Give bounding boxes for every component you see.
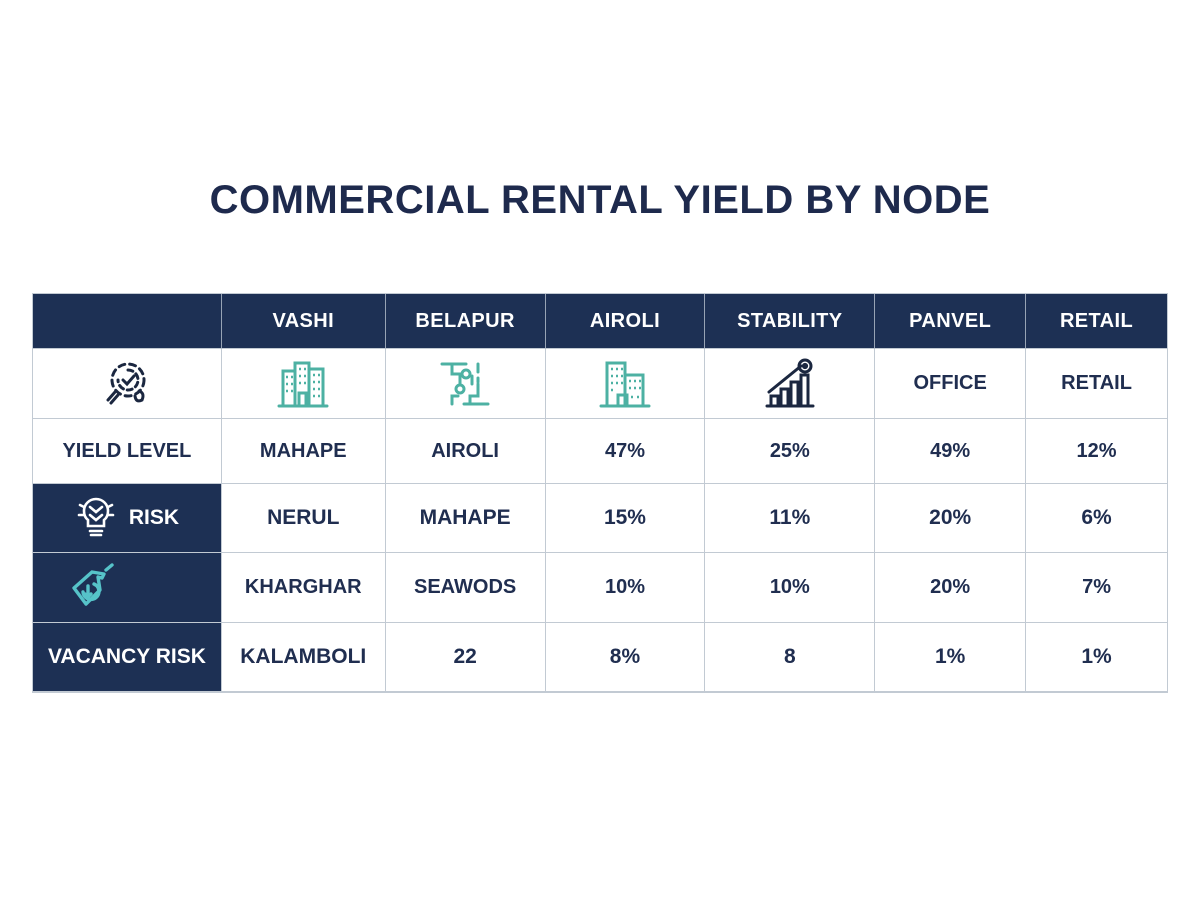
table-row-vacancy-risk: VACANCY RISK KALAMBOLI 22 8% 8 1% 1% <box>33 623 1167 691</box>
risk-panvel: 20% <box>875 484 1027 553</box>
header-cell-vashi: VASHI <box>221 294 386 349</box>
vashi-icon-cell <box>221 349 386 419</box>
lightbulb-idea-icon <box>75 495 117 541</box>
table-row-price: KHARGHAR SEAWODS 10% 10% 20% 7% <box>33 553 1167 623</box>
office-building-icon <box>275 359 331 409</box>
header-cell-airoli: AIROLI <box>545 294 706 349</box>
price-retail: 7% <box>1026 553 1167 623</box>
airoli-icon-cell <box>545 349 706 419</box>
header-cell-empty <box>33 294 222 349</box>
yield-retail: 12% <box>1026 419 1167 484</box>
table-row-risk: RISK NERUL MAHAPE 15% 11% 20% 6% <box>33 484 1167 553</box>
vacancy-retail: 1% <box>1026 623 1167 691</box>
header-cell-belapur: BELAPUR <box>385 294 546 349</box>
yield-belapur: AIROLI <box>385 419 546 484</box>
risk-retail: 6% <box>1026 484 1167 553</box>
circuit-network-icon <box>438 358 492 410</box>
price-stability: 10% <box>705 553 876 623</box>
table-row-yield-level: YIELD LEVEL MAHAPE AIROLI 47% 25% 49% 12… <box>33 419 1167 484</box>
award-badge-icon <box>101 358 153 410</box>
table-header-row: VASHI BELAPUR AIROLI STABILITY PANVEL RE… <box>33 294 1167 349</box>
belapur-icon-cell <box>385 349 546 419</box>
rental-yield-table: VASHI BELAPUR AIROLI STABILITY PANVEL RE… <box>32 293 1168 693</box>
vacancy-panvel: 1% <box>875 623 1027 691</box>
risk-stability: 11% <box>705 484 876 553</box>
price-panvel: 20% <box>875 553 1027 623</box>
office-building-icon <box>597 359 653 409</box>
yield-vashi: MAHAPE <box>221 419 386 484</box>
yield-stability: 25% <box>705 419 876 484</box>
yield-airoli: 47% <box>545 419 706 484</box>
risk-label-cell: RISK <box>33 484 222 553</box>
vacancy-risk-label: VACANCY RISK <box>33 623 222 691</box>
risk-label: RISK <box>128 506 179 529</box>
page-title: COMMERCIAL RENTAL YIELD BY NODE <box>209 178 991 222</box>
table-row-icons: OFFICE RETAIL <box>33 349 1167 419</box>
risk-belapur: MAHAPE <box>385 484 546 553</box>
price-tag-icon <box>66 562 118 614</box>
vacancy-vashi: KALAMBOLI <box>221 623 386 691</box>
retail-type-cell: RETAIL <box>1026 349 1167 419</box>
header-cell-panvel: PANVEL <box>875 294 1027 349</box>
header-cell-retail: RETAIL <box>1026 294 1167 349</box>
icons-row-corner-cell <box>33 349 222 419</box>
price-label-cell <box>33 553 222 623</box>
risk-airoli: 15% <box>545 484 706 553</box>
price-vashi: KHARGHAR <box>221 553 386 623</box>
yield-panvel: 49% <box>875 419 1027 484</box>
header-cell-stability: STABILITY <box>705 294 876 349</box>
risk-vashi: NERUL <box>221 484 386 553</box>
yield-level-label: YIELD LEVEL <box>33 419 222 484</box>
panvel-type-cell: OFFICE <box>875 349 1027 419</box>
growth-chart-magnifier-icon <box>761 358 819 410</box>
stability-icon-cell <box>705 349 876 419</box>
vacancy-stability: 8 <box>705 623 876 691</box>
vacancy-belapur: 22 <box>385 623 546 691</box>
price-belapur: SEAWODS <box>385 553 546 623</box>
vacancy-airoli: 8% <box>545 623 706 691</box>
price-airoli: 10% <box>545 553 706 623</box>
